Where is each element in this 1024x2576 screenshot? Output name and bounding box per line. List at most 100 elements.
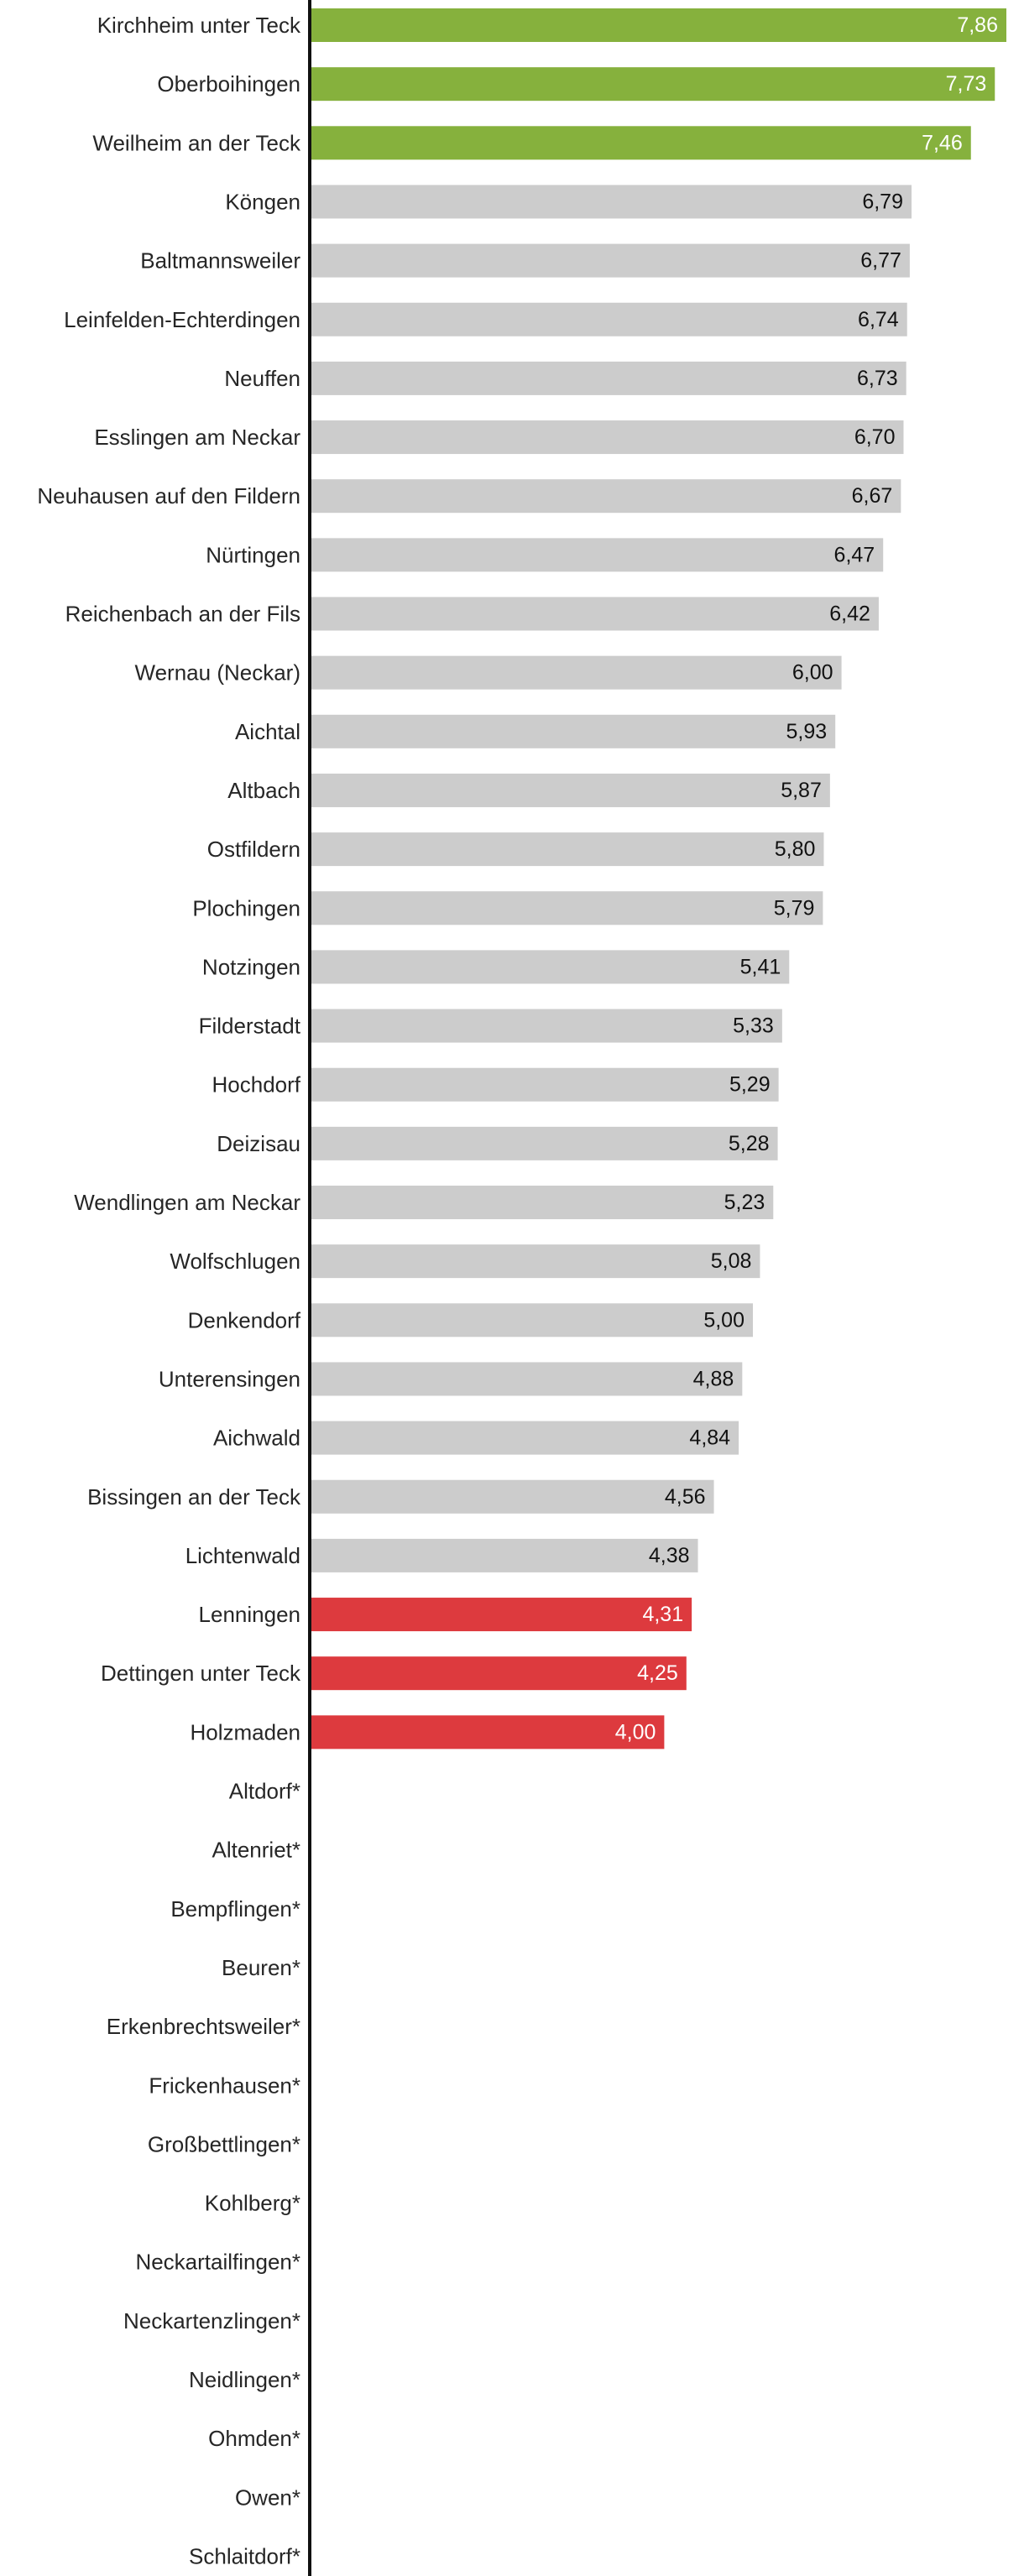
category-label: Reichenbach an der Fils <box>65 602 300 627</box>
data-label: 6,00 <box>792 661 833 685</box>
data-label: 6,77 <box>860 249 901 273</box>
category-label: Notzingen <box>202 954 300 979</box>
data-label: 5,41 <box>740 955 781 978</box>
data-label: 5,93 <box>786 720 828 743</box>
bar <box>310 1538 698 1572</box>
bar <box>310 891 823 926</box>
bar <box>310 1244 760 1279</box>
bar <box>310 1598 692 1632</box>
category-label: Altdorf* <box>229 1779 300 1804</box>
category-label: Owen* <box>235 2485 300 2510</box>
category-label: Denkendorf <box>188 1307 301 1332</box>
data-label: 6,42 <box>829 602 870 626</box>
bar <box>310 1009 782 1043</box>
category-label: Wernau (Neckar) <box>135 660 300 686</box>
category-label: Dettingen unter Teck <box>101 1661 301 1686</box>
data-label: 6,70 <box>854 425 896 449</box>
category-label: Neidlingen* <box>189 2367 300 2392</box>
bar <box>310 8 1006 42</box>
category-label: Lenningen <box>199 1602 300 1627</box>
category-label: Lichtenwald <box>185 1543 300 1568</box>
category-label: Köngen <box>225 189 300 214</box>
category-label: Weilheim an der Teck <box>92 130 301 155</box>
category-label: Neuffen <box>224 366 300 391</box>
category-label: Hochdorf <box>212 1072 301 1098</box>
data-label: 6,47 <box>834 543 875 566</box>
bar <box>310 361 906 395</box>
data-label: 6,74 <box>858 308 899 331</box>
bar <box>310 243 910 278</box>
category-label: Oberboihingen <box>157 71 300 96</box>
category-label: Altbach <box>227 778 300 803</box>
data-label: 5,80 <box>775 837 816 861</box>
category-label: Ostfildern <box>207 837 300 862</box>
bar <box>310 420 904 455</box>
data-label: 5,87 <box>781 779 822 802</box>
data-label: 5,00 <box>703 1308 744 1332</box>
bar <box>310 1303 753 1338</box>
category-label: Altenriet* <box>212 1838 301 1863</box>
bar <box>310 1656 687 1691</box>
category-label: Bempflingen* <box>170 1896 300 1922</box>
bar <box>310 185 912 219</box>
category-label: Großbettlingen* <box>148 2131 300 2156</box>
data-label: 6,67 <box>852 484 893 508</box>
data-label: 5,23 <box>724 1191 765 1214</box>
category-label: Beuren* <box>222 1955 300 1980</box>
category-label: Neuhausen auf den Fildern <box>37 483 300 508</box>
category-label: Frickenhausen* <box>149 2073 300 2098</box>
bar <box>310 67 995 102</box>
category-label: Neckartenzlingen* <box>123 2308 300 2334</box>
data-label: 5,33 <box>733 1014 774 1038</box>
bar <box>310 1067 779 1102</box>
bar <box>310 1362 743 1396</box>
data-label: 7,46 <box>922 131 963 154</box>
category-label: Nürtingen <box>206 542 300 567</box>
bar <box>310 538 884 572</box>
bars <box>310 8 1006 1749</box>
data-label: 5,28 <box>729 1132 770 1155</box>
category-label: Kohlberg* <box>205 2191 300 2216</box>
category-label: Erkenbrechtsweiler* <box>107 2014 300 2039</box>
category-label: Schlaitdorf* <box>189 2543 300 2568</box>
category-label: Ohmden* <box>208 2426 300 2451</box>
bar <box>310 479 901 514</box>
data-label: 4,88 <box>693 1367 734 1390</box>
data-label: 6,79 <box>862 190 903 213</box>
bar <box>310 773 830 807</box>
data-label: 4,31 <box>642 1603 683 1626</box>
bar <box>310 1715 665 1749</box>
category-label: Kirchheim unter Teck <box>97 13 301 38</box>
category-label: Neckartailfingen* <box>135 2250 300 2275</box>
category-label: Aichtal <box>235 719 300 744</box>
bar <box>310 1126 778 1160</box>
bar <box>310 832 824 867</box>
category-label: Esslingen am Neckar <box>94 425 300 450</box>
data-label: 4,84 <box>689 1426 730 1450</box>
category-label: Unterensingen <box>159 1366 300 1391</box>
bar <box>310 126 971 160</box>
data-label: 7,73 <box>946 72 987 96</box>
bar <box>310 655 842 690</box>
bar <box>310 597 879 631</box>
data-label: 5,29 <box>729 1073 771 1097</box>
category-label: Wendlingen am Neckar <box>74 1190 300 1215</box>
category-label: Holzmaden <box>190 1719 300 1744</box>
category-label: Plochingen <box>192 895 300 920</box>
category-label: Filderstadt <box>199 1014 301 1039</box>
data-label: 6,73 <box>857 367 898 390</box>
bar <box>310 950 790 984</box>
category-label: Aichwald <box>213 1426 300 1451</box>
category-labels: Kirchheim unter Teck Oberboihingen Weilhei… <box>37 13 301 2568</box>
bar <box>310 1186 774 1219</box>
value-labels: 7,86 7,73 7,46 6,79 6,77 6,74 6,73 6,70 6,67 6,47… <box>615 13 998 1744</box>
bar <box>310 1479 714 1514</box>
category-label: Bissingen an der Teck <box>87 1484 301 1510</box>
bar <box>310 1421 739 1455</box>
category-label: Wolfschlugen <box>170 1249 300 1274</box>
category-label: Baltmannsweiler <box>140 248 300 274</box>
category-label: Leinfelden-Echterdingen <box>64 307 300 332</box>
bar <box>310 714 836 748</box>
data-label: 5,79 <box>774 896 815 920</box>
